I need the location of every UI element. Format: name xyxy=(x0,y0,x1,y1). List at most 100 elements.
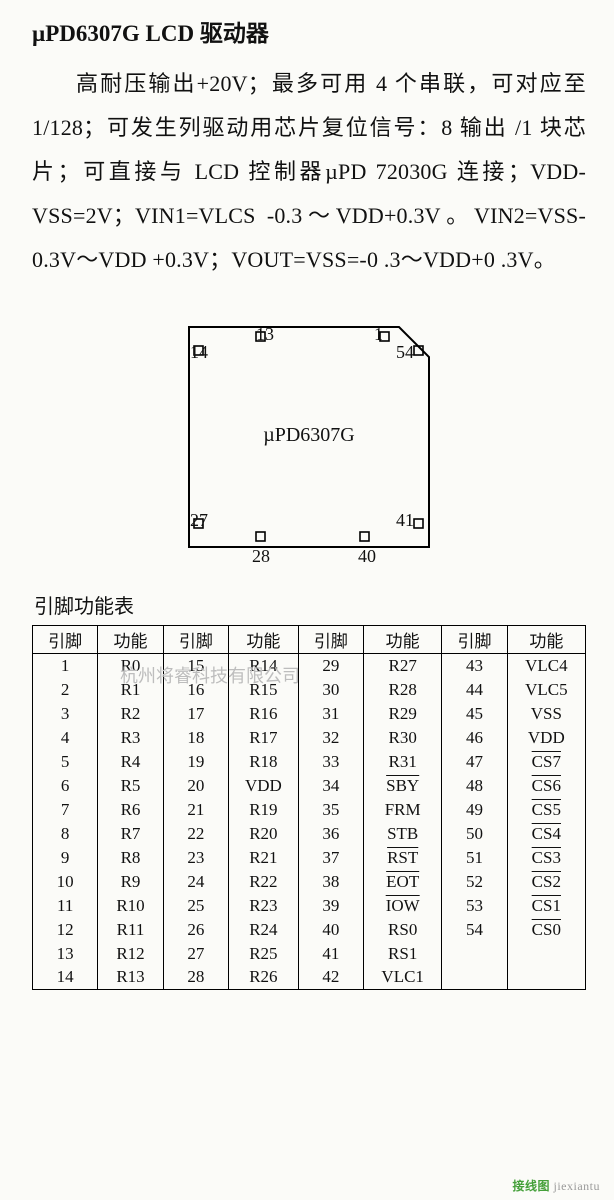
table-cell: 23 xyxy=(163,846,228,870)
table-cell: 36 xyxy=(298,822,363,846)
table-cell: 10 xyxy=(33,870,98,894)
table-cell: 33 xyxy=(298,750,363,774)
table-cell: CS0 xyxy=(507,918,585,942)
table-cell: R16 xyxy=(229,702,299,726)
pin-number-label: 54 xyxy=(396,342,414,363)
table-cell: FRM xyxy=(364,798,442,822)
table-cell: R25 xyxy=(229,942,299,966)
table-cell: R19 xyxy=(229,798,299,822)
pin-number-label: 40 xyxy=(358,546,376,567)
table-row: 10R924R2238EOT52CS2 xyxy=(33,870,586,894)
table-cell: SBY xyxy=(364,774,442,798)
table-cell: 16 xyxy=(163,678,228,702)
pin-number-label: 27 xyxy=(190,510,208,531)
pin-number-label: 13 xyxy=(256,324,274,345)
table-cell: 5 xyxy=(33,750,98,774)
table-cell: 47 xyxy=(442,750,507,774)
table-cell xyxy=(442,966,507,990)
table-cell: 14 xyxy=(33,966,98,990)
table-header-cell: 功能 xyxy=(507,626,585,654)
table-cell: 20 xyxy=(163,774,228,798)
table-cell: 38 xyxy=(298,870,363,894)
table-row: 6R520VDD34SBY48CS6 xyxy=(33,774,586,798)
table-cell: 32 xyxy=(298,726,363,750)
pin-number-label: 14 xyxy=(190,342,208,363)
table-cell: 17 xyxy=(163,702,228,726)
table-cell: 25 xyxy=(163,894,228,918)
table-cell: 49 xyxy=(442,798,507,822)
table-row: 1R015R1429R2743VLC4 xyxy=(33,654,586,678)
table-cell: R7 xyxy=(98,822,163,846)
table-cell: R28 xyxy=(364,678,442,702)
table-cell: 3 xyxy=(33,702,98,726)
pin-function-table: 引脚功能引脚功能引脚功能引脚功能 1R015R1429R2743VLC42R11… xyxy=(32,625,586,990)
table-cell: CS4 xyxy=(507,822,585,846)
table-cell: STB xyxy=(364,822,442,846)
table-header-cell: 引脚 xyxy=(163,626,228,654)
table-cell: VLC4 xyxy=(507,654,585,678)
table-cell: 31 xyxy=(298,702,363,726)
table-cell: VDD xyxy=(229,774,299,798)
table-cell: R14 xyxy=(229,654,299,678)
page-title: µPD6307G LCD 驱动器 xyxy=(32,14,586,48)
table-cell: 6 xyxy=(33,774,98,798)
table-cell: EOT xyxy=(364,870,442,894)
table-cell: R5 xyxy=(98,774,163,798)
table-cell: 11 xyxy=(33,894,98,918)
table-cell: CS5 xyxy=(507,798,585,822)
table-cell: R20 xyxy=(229,822,299,846)
table-cell: R9 xyxy=(98,870,163,894)
table-cell: R30 xyxy=(364,726,442,750)
table-cell: R1 xyxy=(98,678,163,702)
table-cell: CS1 xyxy=(507,894,585,918)
table-cell: R0 xyxy=(98,654,163,678)
table-cell: RST xyxy=(364,846,442,870)
table-cell: 42 xyxy=(298,966,363,990)
table-cell: RS0 xyxy=(364,918,442,942)
table-cell: R27 xyxy=(364,654,442,678)
table-cell: CS2 xyxy=(507,870,585,894)
table-cell: R11 xyxy=(98,918,163,942)
table-cell: 21 xyxy=(163,798,228,822)
table-cell: 30 xyxy=(298,678,363,702)
table-cell: 12 xyxy=(33,918,98,942)
table-cell: VDD xyxy=(507,726,585,750)
table-cell: 46 xyxy=(442,726,507,750)
table-cell: R3 xyxy=(98,726,163,750)
table-cell: VLC1 xyxy=(364,966,442,990)
table-cell: 28 xyxy=(163,966,228,990)
table-cell: CS6 xyxy=(507,774,585,798)
table-cell: 53 xyxy=(442,894,507,918)
table-row: 4R318R1732R3046VDD xyxy=(33,726,586,750)
chip-diagram: µPD6307G 131145427412840 xyxy=(32,306,586,566)
chip-name: µPD6307G xyxy=(164,424,454,447)
table-cell: R15 xyxy=(229,678,299,702)
table-row: 7R621R1935FRM49CS5 xyxy=(33,798,586,822)
table-cell: 22 xyxy=(163,822,228,846)
table-cell: 52 xyxy=(442,870,507,894)
table-header-cell: 引脚 xyxy=(298,626,363,654)
table-cell: 2 xyxy=(33,678,98,702)
table-row: 11R1025R2339IOW53CS1 xyxy=(33,894,586,918)
table-cell: 37 xyxy=(298,846,363,870)
table-cell: R8 xyxy=(98,846,163,870)
table-cell: R13 xyxy=(98,966,163,990)
table-cell: 48 xyxy=(442,774,507,798)
table-row: 9R823R2137RST51CS3 xyxy=(33,846,586,870)
body-paragraph: 高耐压输出+20V；最多可用 4 个串联，可对应至 1/128；可发生列驱动用芯… xyxy=(32,62,586,282)
table-cell: 40 xyxy=(298,918,363,942)
table-cell: R22 xyxy=(229,870,299,894)
table-cell: 9 xyxy=(33,846,98,870)
table-row: 2R116R1530R2844VLC5 xyxy=(33,678,586,702)
table-header-cell: 功能 xyxy=(98,626,163,654)
table-cell: R26 xyxy=(229,966,299,990)
table-header-cell: 功能 xyxy=(229,626,299,654)
table-cell: 27 xyxy=(163,942,228,966)
table-cell: R12 xyxy=(98,942,163,966)
table-cell: 43 xyxy=(442,654,507,678)
table-cell: R4 xyxy=(98,750,163,774)
table-cell: 45 xyxy=(442,702,507,726)
table-cell: 7 xyxy=(33,798,98,822)
table-cell: 39 xyxy=(298,894,363,918)
table-cell: 18 xyxy=(163,726,228,750)
